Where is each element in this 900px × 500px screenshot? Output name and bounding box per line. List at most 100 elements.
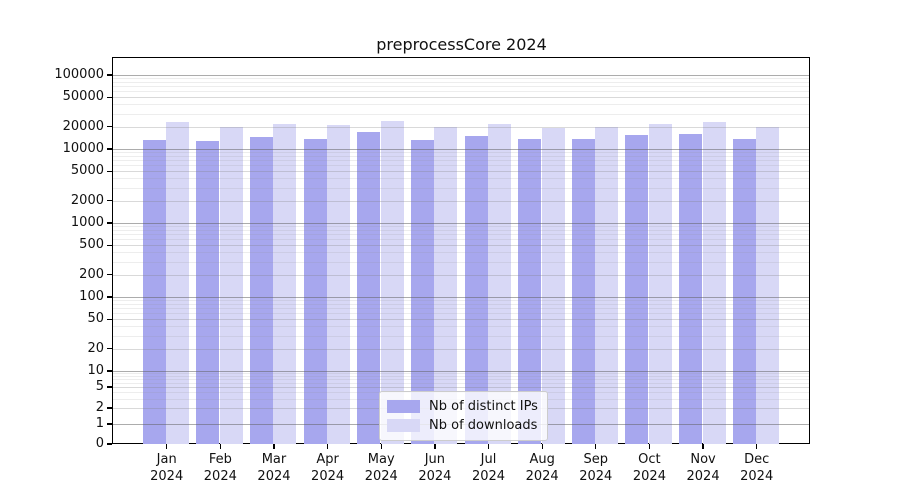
y-tick-label-1: 1 [95,416,104,431]
bar-downloads-feb [219,126,243,444]
x-tick-label-feb: Feb 2024 [203,452,237,484]
gridline-50000 [113,97,809,99]
gridline-1000 [113,223,809,224]
legend-label-distinct-ips: Nb of distinct IPs [429,399,538,414]
y-tick-mark-0 [107,443,112,445]
y-tick-label-5000: 5000 [70,163,104,179]
bar-downloads-dec [756,126,780,444]
gridline-70 [113,308,809,310]
gridline-40 [113,326,809,328]
gridline-900 [113,226,809,228]
gridline-30 [113,335,809,337]
x-tick-mark-apr [326,444,329,449]
bar-distinct-ips-feb [196,140,220,444]
gridline-600 [113,239,809,241]
bar-downloads-aug [541,127,565,444]
y-tick-label-5: 5 [95,378,104,394]
bar-distinct-ips-may [357,131,381,444]
x-tick-label-oct: Oct 2024 [632,452,666,484]
bar-downloads-mar [273,123,297,444]
gridline-2000 [113,200,809,202]
gridline-300 [113,261,809,263]
bars-layer [113,58,809,444]
y-tick-mark-50 [107,318,112,320]
x-tick-mark-jan [166,444,168,449]
y-tick-mark-10 [107,370,112,372]
gridline-10 [113,371,809,372]
gridline-9000 [113,152,809,154]
x-tick-mark-sep [595,444,597,449]
gridline-4000 [113,178,809,180]
y-tick-mark-20 [107,348,112,350]
y-tick-mark-10000 [107,148,112,150]
gridline-70000 [113,86,809,88]
y-tick-label-100000: 100000 [54,67,104,82]
gridline-20000 [113,126,809,128]
gridline-50 [113,319,809,321]
bar-distinct-ips-apr [303,138,327,444]
y-tick-mark-100000 [107,74,112,76]
y-tick-mark-50000 [107,96,112,98]
gridline-80000 [113,82,809,84]
x-tick-mark-jun [434,444,436,449]
y-tick-mark-100 [107,296,112,298]
plot-area: Nb of distinct IPs Nb of downloads [112,57,810,444]
bar-downloads-sep [595,126,619,444]
gridline-3000 [113,187,809,189]
gridline-8 [113,376,809,378]
gridline-10000 [113,149,809,150]
bar-downloads-jan [166,121,190,444]
legend-swatch-downloads [387,419,420,432]
y-tick-mark-2 [107,407,112,409]
y-tick-label-0: 0 [95,436,104,451]
gridline-7000 [113,160,809,162]
x-tick-label-apr: Apr 2024 [311,452,345,484]
bar-distinct-ips-sep [571,138,595,444]
legend-item-downloads: Nb of downloads [387,416,538,435]
x-tick-mark-nov [702,444,704,449]
x-tick-label-jan: Jan 2024 [150,452,184,484]
gridline-100 [113,297,809,298]
chart-title: preprocessCore 2024 [376,35,547,54]
gridline-500 [113,245,809,247]
x-tick-mark-oct [648,444,651,449]
bar-distinct-ips-oct [625,135,649,444]
y-tick-label-100: 100 [79,289,104,304]
y-tick-label-200: 200 [79,266,104,282]
bar-distinct-ips-dec [732,138,756,444]
y-tick-mark-1 [107,423,112,425]
gridline-60 [113,313,809,315]
y-tick-mark-5000 [107,170,112,172]
y-tick-mark-1000 [107,222,112,224]
legend: Nb of distinct IPs Nb of downloads [379,391,548,441]
y-tick-label-20000: 20000 [62,118,104,134]
bar-downloads-may [380,120,404,444]
bar-distinct-ips-jun [410,140,434,444]
x-tick-mark-jul [487,444,490,449]
gridline-9 [113,373,809,375]
y-tick-mark-200 [107,274,112,276]
gridline-6 [113,382,809,384]
x-tick-label-mar: Mar 2024 [257,452,291,484]
gridline-8000 [113,156,809,158]
gridline-400 [113,252,809,254]
y-tick-label-20: 20 [87,340,104,356]
y-tick-mark-2000 [107,200,112,202]
bar-downloads-apr [327,124,351,444]
y-tick-mark-500 [107,244,112,246]
x-tick-label-aug: Aug 2024 [525,452,559,484]
gridline-20 [113,348,809,350]
gridline-40000 [113,104,809,106]
y-tick-label-50: 50 [87,311,104,327]
grid-layer [113,58,809,443]
gridline-100000 [113,75,809,76]
x-tick-mark-feb [219,444,221,449]
gridline-800 [113,230,809,232]
x-tick-label-sep: Sep 2024 [579,452,613,484]
y-tick-mark-20000 [107,126,112,128]
bar-downloads-nov [702,122,726,444]
legend-label-downloads: Nb of downloads [429,418,538,433]
y-tick-label-2000: 2000 [70,192,104,208]
x-tick-mark-dec [756,444,758,449]
bar-distinct-ips-jul [464,135,488,444]
